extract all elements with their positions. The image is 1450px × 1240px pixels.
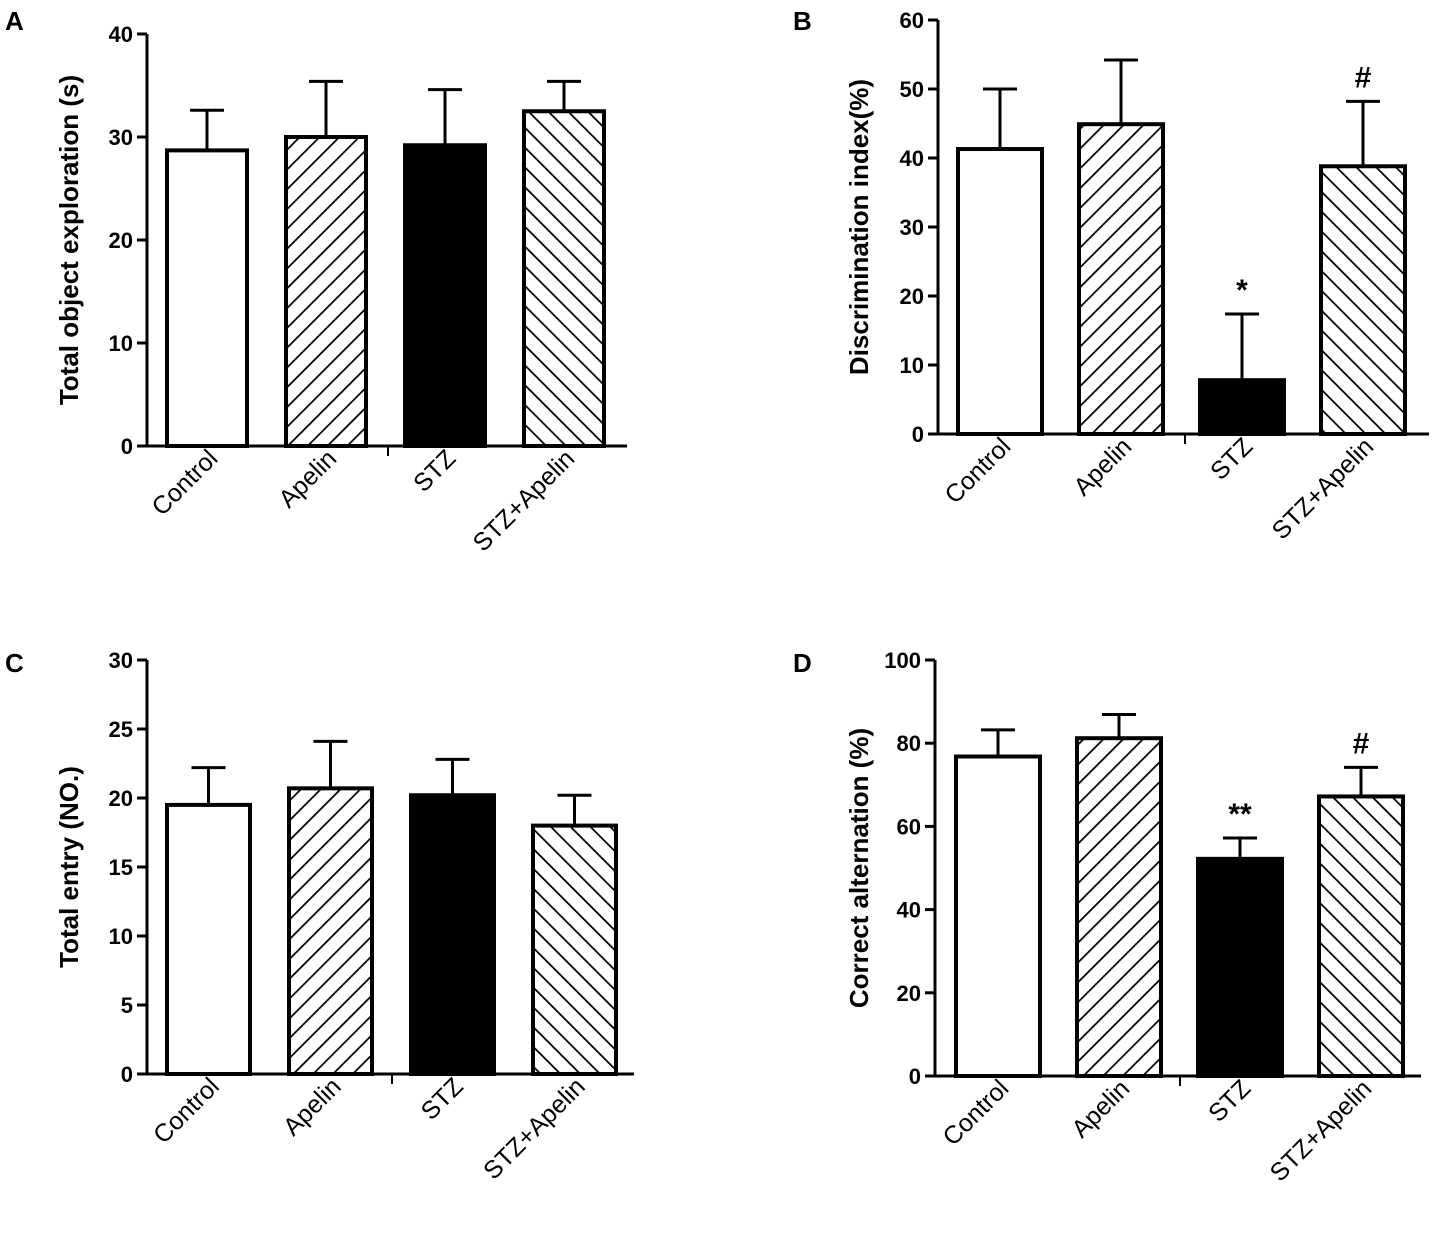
- panel-d: D 0 20 40 60 80 100 Correct alternation (%) Cont…: [793, 648, 1421, 1187]
- y-tick-label: 15: [109, 855, 133, 880]
- y-axis-title: Correct alternation (%): [844, 728, 874, 1008]
- bar-control: [165, 148, 249, 448]
- x-tick-label: STZ: [408, 444, 461, 497]
- y-tick-label: 0: [912, 422, 924, 447]
- y-tick-label: 0: [121, 1062, 133, 1087]
- y-tick-label: 10: [109, 924, 133, 949]
- y-tick-label: 20: [900, 284, 924, 309]
- y-axis-title: Total object exploration (s): [54, 75, 84, 405]
- y-tick-label: 0: [121, 434, 133, 459]
- bar-stz-apelin: [1319, 164, 1407, 436]
- y-axis-title: Discrimination index(%): [844, 79, 874, 375]
- significance-label: *: [1236, 274, 1248, 307]
- x-tick-label: STZ+Apelin: [1267, 432, 1380, 545]
- bar-control: [956, 147, 1044, 436]
- panel-a: A 0 10 20 30 40 Total object exploration (s) Co…: [5, 6, 627, 557]
- bar-apelin: [287, 786, 374, 1077]
- bar-stz-apelin: [522, 109, 606, 448]
- bar-stz: [403, 143, 487, 449]
- x-tick-label: Control: [148, 1072, 225, 1149]
- panel-label: C: [5, 648, 24, 678]
- x-tick-label: STZ: [1203, 1074, 1256, 1127]
- y-tick-label: 30: [900, 215, 924, 240]
- y-tick-label: 5: [121, 993, 133, 1018]
- bar-stz: [1198, 378, 1286, 436]
- y-tick-label: 40: [900, 146, 924, 171]
- bar-apelin: [1077, 122, 1165, 436]
- y-tick-label: 20: [109, 228, 133, 253]
- bar-control: [165, 802, 252, 1077]
- x-tick-label: Control: [939, 432, 1016, 509]
- x-tick-label: STZ+Apelin: [468, 444, 581, 557]
- y-tick-label: 100: [884, 648, 921, 673]
- x-tick-label: Apelin: [273, 444, 342, 513]
- panel-label: A: [5, 6, 24, 36]
- panel-label: B: [793, 6, 812, 36]
- y-tick-label: 60: [900, 8, 924, 33]
- y-tick-label: 20: [109, 786, 133, 811]
- y-tick-label: 20: [897, 981, 921, 1006]
- panel-c: C 0 5 10 15 20 25 30 Total entry (NO.) Control Ape…: [5, 648, 634, 1185]
- bar-control: [954, 754, 1042, 1079]
- y-tick-label: 60: [897, 814, 921, 839]
- bar-stz: [409, 793, 496, 1076]
- bar-stz-apelin: [1317, 794, 1405, 1078]
- panel-b: B 0 10 20 30 40 50 60 Discrimination index(%) Con…: [793, 6, 1429, 545]
- significance-label: #: [1355, 61, 1372, 94]
- y-axis-title: Total entry (NO.): [54, 766, 84, 968]
- x-tick-label: Apelin: [278, 1072, 347, 1141]
- significance-label: **: [1228, 798, 1252, 831]
- x-tick-label: Control: [937, 1074, 1014, 1151]
- y-tick-label: 25: [109, 717, 133, 742]
- x-tick-label: Apelin: [1068, 432, 1137, 501]
- x-tick-label: STZ+Apelin: [478, 1072, 591, 1185]
- y-tick-label: 10: [900, 353, 924, 378]
- y-tick-label: 40: [897, 898, 921, 923]
- x-tick-label: STZ: [416, 1072, 469, 1125]
- y-tick-label: 40: [109, 22, 133, 47]
- bar-stz-apelin: [531, 823, 618, 1076]
- y-tick-label: 10: [109, 331, 133, 356]
- x-tick-label: Apelin: [1066, 1074, 1135, 1143]
- x-tick-label: Control: [146, 444, 223, 521]
- bar-apelin: [284, 135, 368, 448]
- bar-stz: [1196, 856, 1284, 1079]
- panel-label: D: [793, 648, 812, 678]
- x-tick-label: STZ+Apelin: [1265, 1074, 1378, 1187]
- y-tick-label: 80: [897, 731, 921, 756]
- y-tick-label: 30: [109, 125, 133, 150]
- y-tick-label: 0: [909, 1064, 921, 1089]
- significance-label: #: [1353, 727, 1370, 760]
- bar-apelin: [1075, 736, 1163, 1078]
- x-tick-label: STZ: [1205, 432, 1258, 485]
- y-tick-label: 30: [109, 648, 133, 673]
- y-tick-label: 50: [900, 77, 924, 102]
